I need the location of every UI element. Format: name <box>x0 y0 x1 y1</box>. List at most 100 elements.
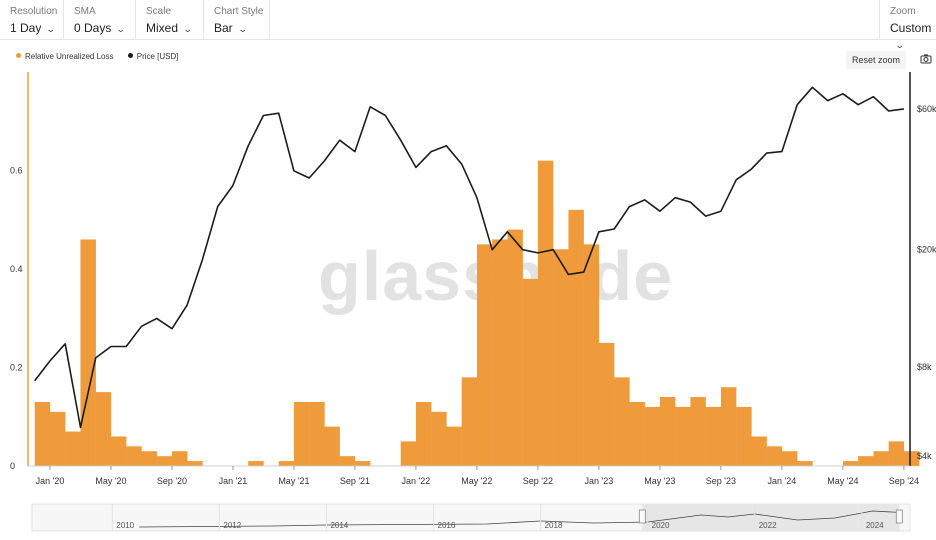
loss-bar <box>400 441 417 466</box>
loss-bar <box>705 406 722 466</box>
chevron-down-icon: ⌄ <box>182 24 194 34</box>
loss-bar <box>293 401 310 466</box>
loss-bar <box>873 451 889 466</box>
y-left-tick-label: 0 <box>10 461 15 471</box>
loss-bar <box>537 160 554 466</box>
x-tick-label: Sep '24 <box>889 476 919 486</box>
navigator-tick-label: 2020 <box>652 521 670 530</box>
chevron-down-icon: ⌄ <box>237 24 248 34</box>
loss-bar <box>492 239 508 466</box>
x-tick-label: Sep '21 <box>340 476 370 486</box>
loss-bar <box>659 397 676 466</box>
loss-bar <box>431 411 447 466</box>
loss-bar <box>598 342 615 466</box>
x-tick-label: Jan '22 <box>402 476 431 486</box>
x-tick-label: Jan '21 <box>219 476 248 486</box>
loss-bar <box>248 461 264 466</box>
zoom-value: Custom <box>890 21 932 35</box>
navigator-tick-label: 2016 <box>438 521 456 530</box>
scale-select[interactable]: Scale Mixed ⌄ <box>136 0 204 40</box>
loss-bar <box>690 397 706 466</box>
loss-bar <box>476 244 493 466</box>
loss-bar <box>156 456 173 466</box>
axes <box>27 72 911 467</box>
loss-bar <box>339 456 356 466</box>
loss-bar <box>720 387 737 466</box>
loss-bar <box>553 249 569 466</box>
legend-item-loss[interactable]: Relative Unrealized Loss <box>16 52 114 61</box>
scale-label: Scale <box>146 6 172 17</box>
reset-zoom-button[interactable]: Reset zoom <box>846 51 906 69</box>
navigator-tick-label: 2012 <box>223 521 241 530</box>
loss-bar <box>34 401 51 466</box>
x-tick-label: May '22 <box>461 476 492 486</box>
loss-bar <box>65 431 81 466</box>
price-line-group <box>34 86 905 429</box>
loss-bar <box>751 436 767 466</box>
y-right-tick-label: $60k <box>917 104 936 114</box>
navigator-handle-right[interactable] <box>895 509 903 524</box>
loss-bar <box>309 401 325 466</box>
loss-bar <box>583 244 600 466</box>
resolution-select[interactable]: Resolution 1 Day ⌄ <box>0 0 64 40</box>
legend-label-price: Price [USD] <box>136 52 179 61</box>
chart-legend: Relative Unrealized Loss Price [USD] <box>16 52 191 61</box>
x-tick-label: May '24 <box>827 476 858 486</box>
chart-style-label: Chart Style <box>214 6 264 17</box>
loss-bar <box>80 239 96 466</box>
x-tick-label: Jan '20 <box>36 476 65 486</box>
navigator[interactable]: 2010 2012 2014 2016 2018 2020 2022 2024 <box>31 503 911 532</box>
loss-bar <box>110 436 127 466</box>
y-left-tick-label: 0.2 <box>10 363 23 373</box>
toolbar: Resolution 1 Day ⌄ SMA 0 Days ⌄ Scale Mixe… <box>0 0 936 50</box>
loss-bars <box>34 160 920 466</box>
loss-bar <box>614 377 630 466</box>
y-right-tick-label: $4k <box>917 451 932 461</box>
x-tick-label: Jan '23 <box>585 476 614 486</box>
legend-item-price[interactable]: Price [USD] <box>127 52 179 61</box>
loss-bar <box>568 209 584 466</box>
navigator-price-line <box>139 510 900 528</box>
loss-bar <box>324 426 340 466</box>
navigator-handle-left[interactable] <box>638 509 646 524</box>
zoom-select[interactable]: Zoom Custom ⌄ <box>879 0 936 50</box>
x-tick-label: May '20 <box>95 476 126 486</box>
loss-bar <box>126 446 142 466</box>
navigator-tick-label: 2010 <box>116 521 134 530</box>
loss-bar <box>522 278 539 466</box>
chevron-down-icon: ⌄ <box>894 40 906 50</box>
price-line <box>34 86 905 429</box>
loss-bar <box>49 411 66 466</box>
loss-bar <box>446 426 462 466</box>
y-right-ticks: $4k $8k $20k $60k <box>917 104 936 461</box>
loss-bar <box>95 392 112 466</box>
loss-bar <box>644 406 661 466</box>
y-right-tick-label: $20k <box>917 245 936 255</box>
x-axis-ticks: Jan '20 May '20 Sep '20 Jan '21 May '21 Sep '… <box>36 466 919 486</box>
zoom-label: Zoom <box>890 6 916 17</box>
camera-icon[interactable] <box>920 52 934 66</box>
y-left-tick-label: 0.4 <box>10 264 23 274</box>
resolution-value: 1 Day <box>10 21 42 35</box>
sma-select[interactable]: SMA 0 Days ⌄ <box>64 0 136 40</box>
scale-value: Mixed <box>146 21 179 35</box>
chart-style-value: Bar <box>214 21 233 35</box>
loss-bar <box>171 451 188 466</box>
loss-bar <box>888 441 905 466</box>
loss-bar <box>781 451 798 466</box>
loss-bar <box>415 401 432 466</box>
loss-bar <box>766 446 783 466</box>
loss-bar <box>797 461 813 466</box>
legend-dot-loss <box>16 53 21 58</box>
loss-bar <box>187 461 203 466</box>
x-tick-label: Jan '24 <box>768 476 797 486</box>
loss-bar <box>675 406 691 466</box>
loss-bar <box>461 377 478 466</box>
x-tick-label: Sep '20 <box>157 476 187 486</box>
navigator-tick-label: 2014 <box>330 521 348 530</box>
loss-bar <box>629 401 645 466</box>
loss-bar <box>507 229 523 466</box>
sma-value: 0 Days <box>74 21 112 35</box>
loss-bar <box>736 406 752 466</box>
chart-style-select[interactable]: Chart Style Bar ⌄ <box>204 0 270 40</box>
